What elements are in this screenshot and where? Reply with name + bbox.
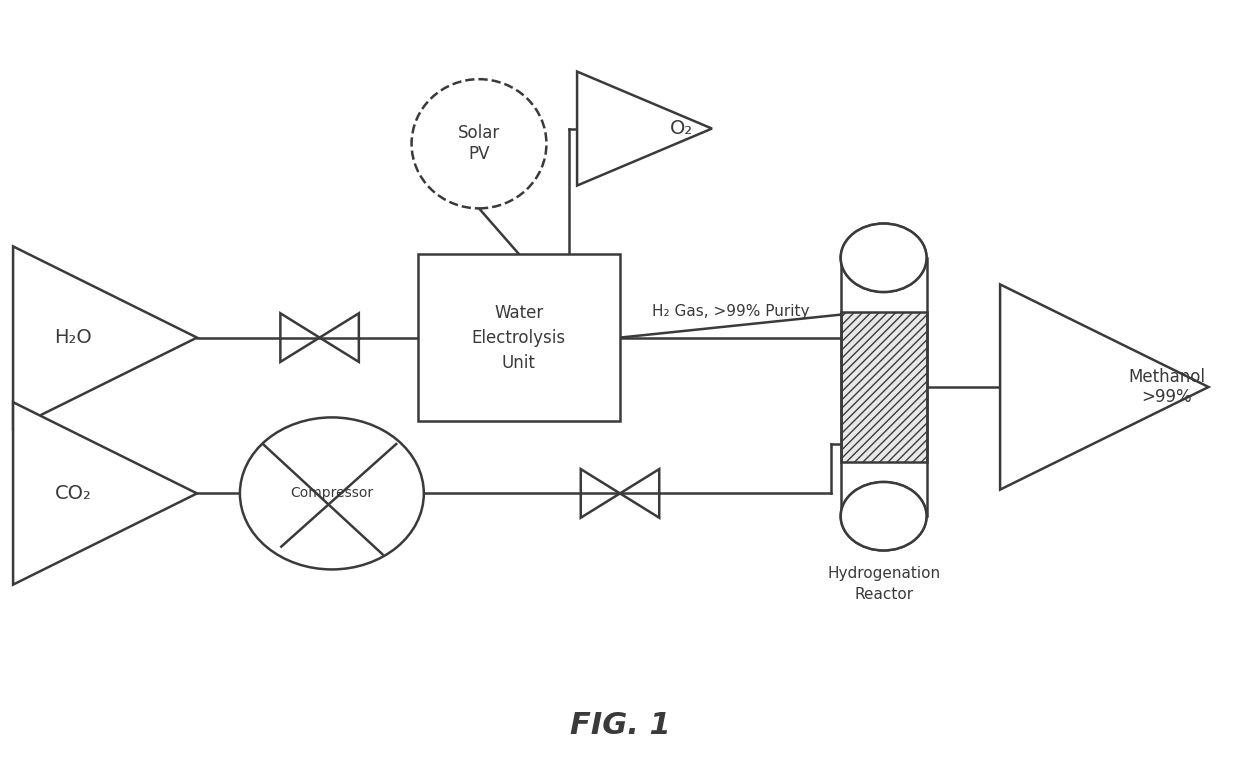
Ellipse shape bbox=[841, 224, 926, 292]
Ellipse shape bbox=[841, 224, 926, 292]
Polygon shape bbox=[14, 246, 197, 429]
Text: O₂: O₂ bbox=[670, 119, 693, 138]
Polygon shape bbox=[280, 313, 320, 362]
Ellipse shape bbox=[412, 79, 547, 208]
Text: FIG. 1: FIG. 1 bbox=[569, 711, 671, 740]
Text: H₂ Gas, >99% Purity: H₂ Gas, >99% Purity bbox=[651, 303, 810, 319]
Text: Compressor: Compressor bbox=[290, 486, 373, 501]
Bar bbox=[841, 312, 926, 462]
Ellipse shape bbox=[841, 482, 926, 550]
Polygon shape bbox=[620, 469, 660, 518]
Bar bbox=[841, 258, 926, 516]
Ellipse shape bbox=[841, 482, 926, 550]
Bar bbox=[418, 254, 620, 421]
Text: Solar
PV: Solar PV bbox=[458, 125, 500, 163]
Text: Methanol
>99%: Methanol >99% bbox=[1128, 368, 1205, 406]
Text: H₂O: H₂O bbox=[55, 328, 92, 347]
Text: Hydrogenation
Reactor: Hydrogenation Reactor bbox=[827, 566, 940, 601]
Polygon shape bbox=[14, 402, 197, 584]
Ellipse shape bbox=[239, 417, 424, 570]
Polygon shape bbox=[1001, 284, 1209, 490]
Text: CO₂: CO₂ bbox=[55, 484, 92, 503]
Text: Water
Electrolysis
Unit: Water Electrolysis Unit bbox=[471, 303, 565, 372]
Bar bbox=[841, 258, 926, 516]
Polygon shape bbox=[580, 469, 620, 518]
Polygon shape bbox=[577, 71, 712, 186]
Polygon shape bbox=[320, 313, 358, 362]
